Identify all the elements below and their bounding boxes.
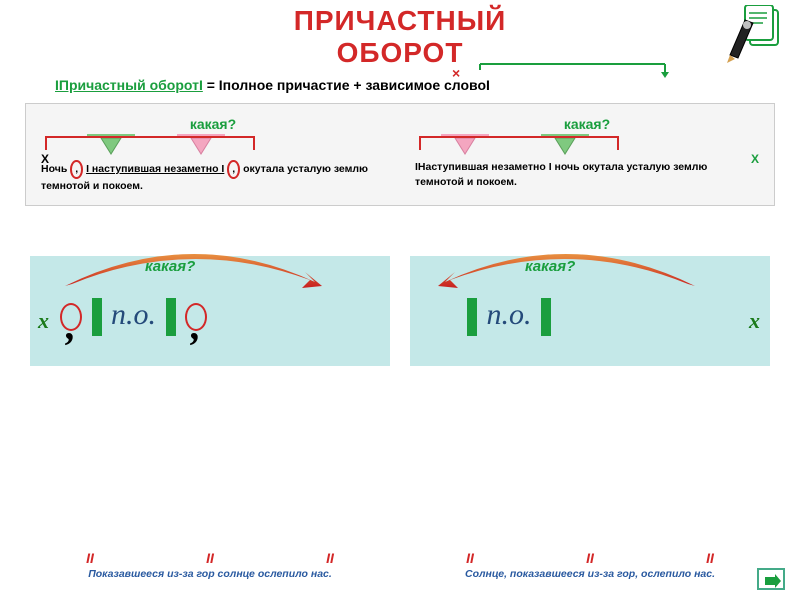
po-formula-left: , п.о. ,	[60, 298, 207, 336]
lower-q-right: какая?	[525, 258, 575, 275]
bar-r1	[467, 298, 477, 336]
mark-l1: II	[86, 550, 94, 566]
bottom-sentences: II II II Показавшееся из-за гор солнце о…	[30, 568, 770, 580]
lower-q-left: какая?	[145, 258, 195, 275]
title-line-1: ПРИЧАСТНЫЙ	[0, 5, 800, 37]
sentence-left: II II II Показавшееся из-за гор солнце о…	[30, 568, 390, 580]
mark-r3: II	[706, 550, 714, 566]
x-label-right: Х	[751, 152, 759, 166]
po-text-left: п.о.	[111, 298, 156, 331]
mark-l3: II	[326, 550, 334, 566]
formula-row: IПричастный оборотI = Iполное причастие …	[0, 77, 800, 93]
mark-l2: II	[206, 550, 214, 566]
formula-arrow: ×	[450, 62, 680, 87]
sentence-right: II II II Солнце, показавшееся из-за гор,…	[410, 568, 770, 580]
marks-right: II II II	[410, 550, 770, 566]
sentence-right-text: Солнце, показавшееся из-за гор, ослепило…	[465, 568, 715, 580]
formula-left: IПричастный оборотI	[55, 77, 203, 93]
question-right: какая?	[415, 116, 759, 132]
mark-r2: II	[586, 550, 594, 566]
lower-section: какая? х , п.о. , какая? х п.о.	[0, 256, 800, 366]
svg-text:×: ×	[452, 65, 460, 81]
nav-arrow-icon	[765, 574, 781, 588]
po-text-right: п.о.	[487, 298, 532, 331]
x-lower-left: х	[38, 308, 49, 334]
pen-icon	[715, 5, 785, 65]
title-line-2: ОБОРОТ	[0, 37, 800, 69]
examples-box: какая? Х Ночь , I наступившая незаметно …	[25, 103, 775, 206]
x-label-left: Х	[41, 152, 49, 166]
formula-eq: =	[207, 77, 219, 93]
bar-l1	[92, 298, 102, 336]
mark-r1: II	[466, 550, 474, 566]
x-lower-right: х	[749, 308, 760, 334]
bracket-right	[419, 136, 619, 150]
example-right: какая? Х IНаступившая незаметно I ночь о…	[415, 116, 759, 193]
example-left: какая? Х Ночь , I наступившая незаметно …	[41, 116, 385, 193]
nav-next-button[interactable]	[757, 568, 785, 590]
slide-title: ПРИЧАСТНЫЙ ОБОРОТ	[0, 0, 800, 69]
comma-l1: ,	[60, 303, 82, 331]
po-formula-right: п.о.	[465, 298, 553, 336]
lower-panel-right: какая? х п.о.	[410, 256, 770, 366]
lower-panel-left: какая? х , п.о. ,	[30, 256, 390, 366]
bar-l2	[166, 298, 176, 336]
comma-l2: ,	[185, 303, 207, 331]
question-left: какая?	[41, 116, 385, 132]
sentence-left-text: Показавшееся из-за гор солнце ослепило н…	[88, 568, 332, 580]
bracket-left	[45, 136, 255, 150]
bar-r2	[541, 298, 551, 336]
marks-left: II II II	[30, 550, 390, 566]
